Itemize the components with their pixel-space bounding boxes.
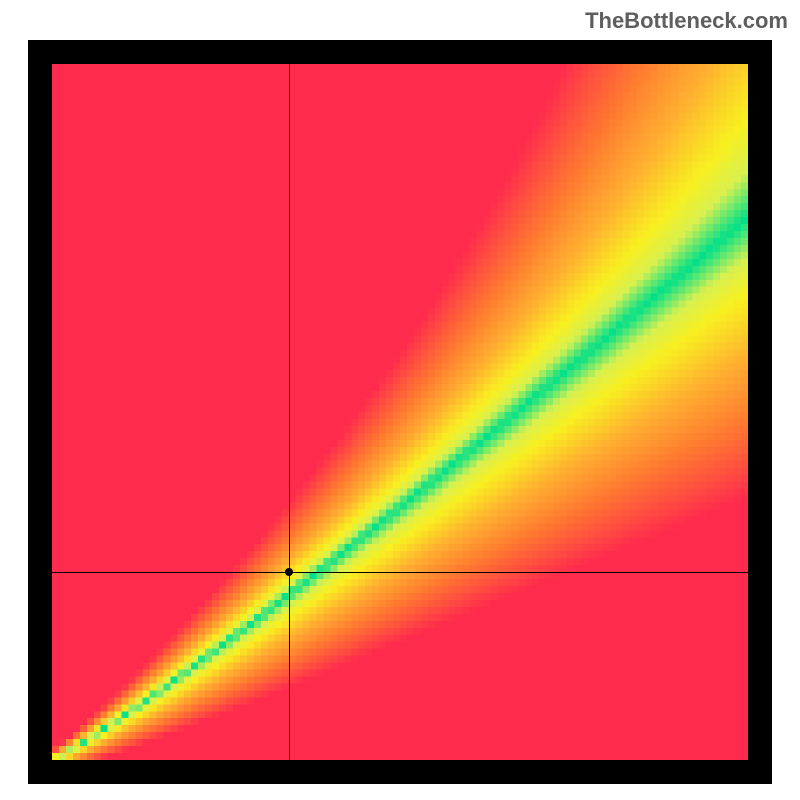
crosshair-vertical — [289, 64, 290, 760]
watermark-text: TheBottleneck.com — [585, 8, 788, 34]
root: TheBottleneck.com — [0, 0, 800, 800]
chart-frame — [28, 40, 772, 784]
crosshair-horizontal — [52, 572, 748, 573]
heatmap-canvas — [52, 64, 748, 760]
crosshair-marker — [285, 568, 293, 576]
heatmap-plot — [52, 64, 748, 760]
